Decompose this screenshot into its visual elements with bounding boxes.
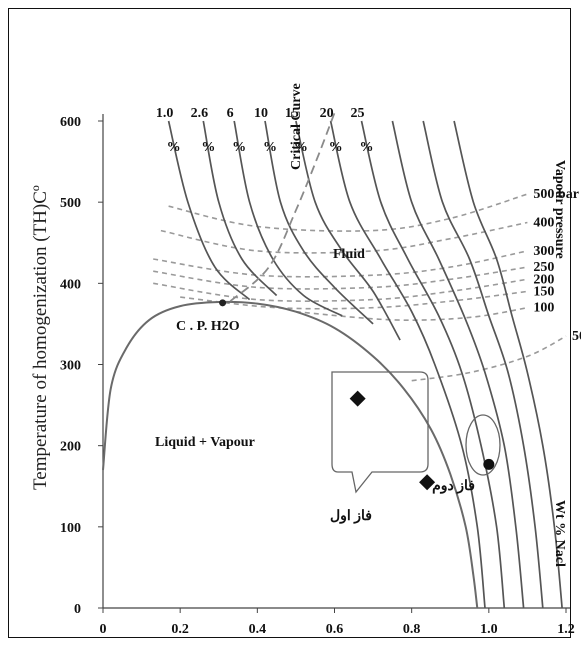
isobar-line (153, 278, 528, 302)
liquid-vapour-label: Liquid + Vapour (155, 435, 255, 450)
salinity-unit: % (167, 140, 181, 155)
salinity-unit: % (201, 140, 215, 155)
salinity-unit: % (329, 140, 343, 155)
critical-group (219, 112, 336, 307)
y-tick-label: 100 (60, 521, 81, 536)
isobar-line (411, 335, 567, 382)
salinity-line (167, 120, 251, 301)
isobar-label: 250 (533, 260, 554, 275)
y-tick-label: 400 (60, 277, 81, 292)
salinity-line (295, 120, 401, 341)
salinity-line (422, 120, 544, 609)
salinity-unit: % (263, 140, 277, 155)
isobar-label: 500 bar (533, 187, 579, 202)
critical-point-marker (219, 299, 227, 307)
isobar-line (153, 250, 528, 278)
x-tick-label: 0.4 (249, 622, 267, 637)
y-axis-title: Temperature of homogenization (TH)Cº (30, 185, 51, 490)
phase2-callout (465, 414, 501, 476)
y-tick-label: 500 (60, 196, 81, 211)
y-tick-label: 200 (60, 440, 81, 455)
salinity-label: 6 (227, 106, 234, 121)
y-ticks: 0 100 200 300 400 500 600 (60, 115, 103, 617)
isobar-label: 50 (572, 329, 581, 344)
salinity-line (360, 120, 506, 609)
salinity-label: 1.0 (156, 106, 174, 121)
isobar-label: 200 (533, 272, 554, 287)
salinity-label: 25 (351, 106, 365, 121)
phase1-point (419, 474, 436, 491)
phase2-point (483, 458, 495, 470)
x-tick-label: 0.6 (326, 622, 344, 637)
y-tick-label: 600 (60, 115, 81, 130)
salinity-line (233, 120, 343, 317)
x-tick-label: 0.8 (403, 622, 421, 637)
isobar-label: 400 (533, 215, 554, 230)
salinity-unit: % (360, 140, 374, 155)
salinity-label: 2.6 (191, 106, 209, 121)
isobar-label: 150 (533, 284, 554, 299)
salinity-line (329, 120, 486, 609)
markers (349, 390, 495, 491)
isobar-label: 300 (533, 244, 554, 259)
salinity-label: 20 (320, 106, 334, 121)
isobar-label: 100 (533, 301, 554, 316)
salinity-lines: 1.0% 2.6% 6% 10% 15% 20% 25% (156, 106, 563, 609)
x-ticks: 0 0.2 0.4 0.6 0.8 1.0 1.2 (100, 608, 575, 637)
phase2-label: فاز دوم (432, 479, 475, 494)
axes (102, 114, 570, 609)
cp-h2o-label: C . P. H2O (176, 319, 240, 334)
y-tick-label: 300 (60, 359, 81, 374)
salinity-line (391, 120, 525, 609)
x-tick-label: 0 (100, 622, 107, 637)
boundary-curve (102, 300, 479, 609)
critical-curve (229, 112, 336, 302)
figure-frame (8, 8, 571, 638)
salinity-line (453, 120, 563, 609)
phase1-callout (331, 371, 429, 494)
x-tick-label: 1.0 (480, 622, 498, 637)
phase1-label: فاز اول (330, 509, 372, 524)
isobar-line (153, 266, 528, 290)
salinity-label: 15 (285, 106, 299, 121)
critical-curve-label: Critical Curve (289, 83, 304, 170)
x-tick-label: 1.2 (557, 622, 575, 637)
y-tick-label: 0 (74, 602, 81, 617)
salinity-unit: % (294, 140, 308, 155)
salinity-line (264, 120, 374, 325)
fluid-region-label: Fluid (333, 247, 365, 262)
salinity-unit: % (232, 140, 246, 155)
wt-nacl-label: Wt % Nacl (552, 500, 567, 567)
boundary-group (102, 300, 479, 609)
isobar-line (160, 221, 528, 254)
phase1-point (349, 390, 366, 407)
vapour-pressure-label: Vapour pressure (552, 160, 567, 259)
salinity-label: 10 (254, 106, 268, 121)
x-tick-label: 0.2 (171, 622, 189, 637)
isobar-line (295, 306, 528, 321)
isobar-line (180, 290, 528, 310)
